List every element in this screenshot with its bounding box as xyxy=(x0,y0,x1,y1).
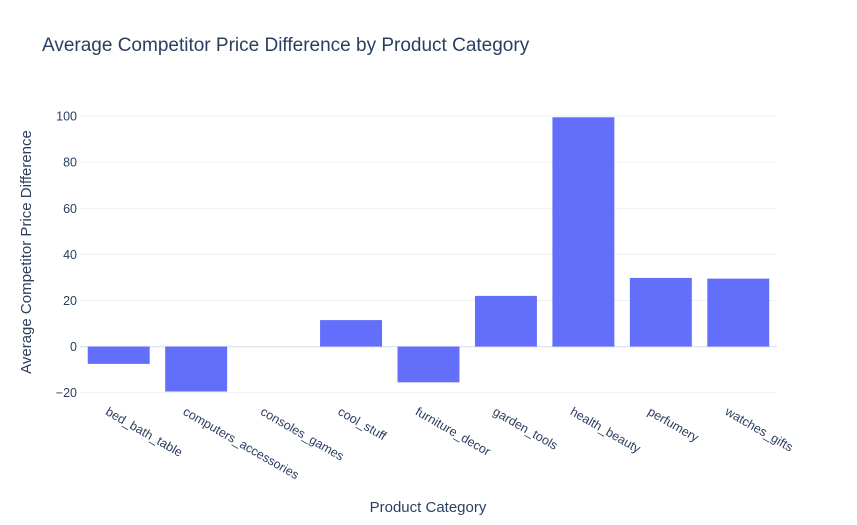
y-tick-label: 100 xyxy=(56,110,77,124)
y-tick-label: 80 xyxy=(63,156,77,170)
y-tick-label: 60 xyxy=(63,202,77,216)
bar-watches_gifts xyxy=(707,278,770,347)
y-tick-label: 40 xyxy=(63,248,77,262)
y-axis-title: Average Competitor Price Difference xyxy=(18,130,35,374)
bar-garden_tools xyxy=(474,295,537,347)
y-tick-label: 0 xyxy=(70,340,77,354)
bars xyxy=(87,117,770,392)
bar-perfumery xyxy=(629,277,692,347)
y-tick-label: −20 xyxy=(56,386,77,400)
bar-furniture_decor xyxy=(397,346,460,383)
chart-title: Average Competitor Price Difference by P… xyxy=(42,35,530,56)
x-axis-title: Product Category xyxy=(370,499,487,516)
bar-cool_stuff xyxy=(320,320,383,347)
bar-health_beauty xyxy=(552,117,615,347)
bar-computers_accessories xyxy=(165,346,228,392)
bar-bed_bath_table xyxy=(87,346,150,364)
y-tick-labels: −20 0 20 40 60 80 100 xyxy=(56,110,77,401)
y-tick-label: 20 xyxy=(63,294,77,308)
